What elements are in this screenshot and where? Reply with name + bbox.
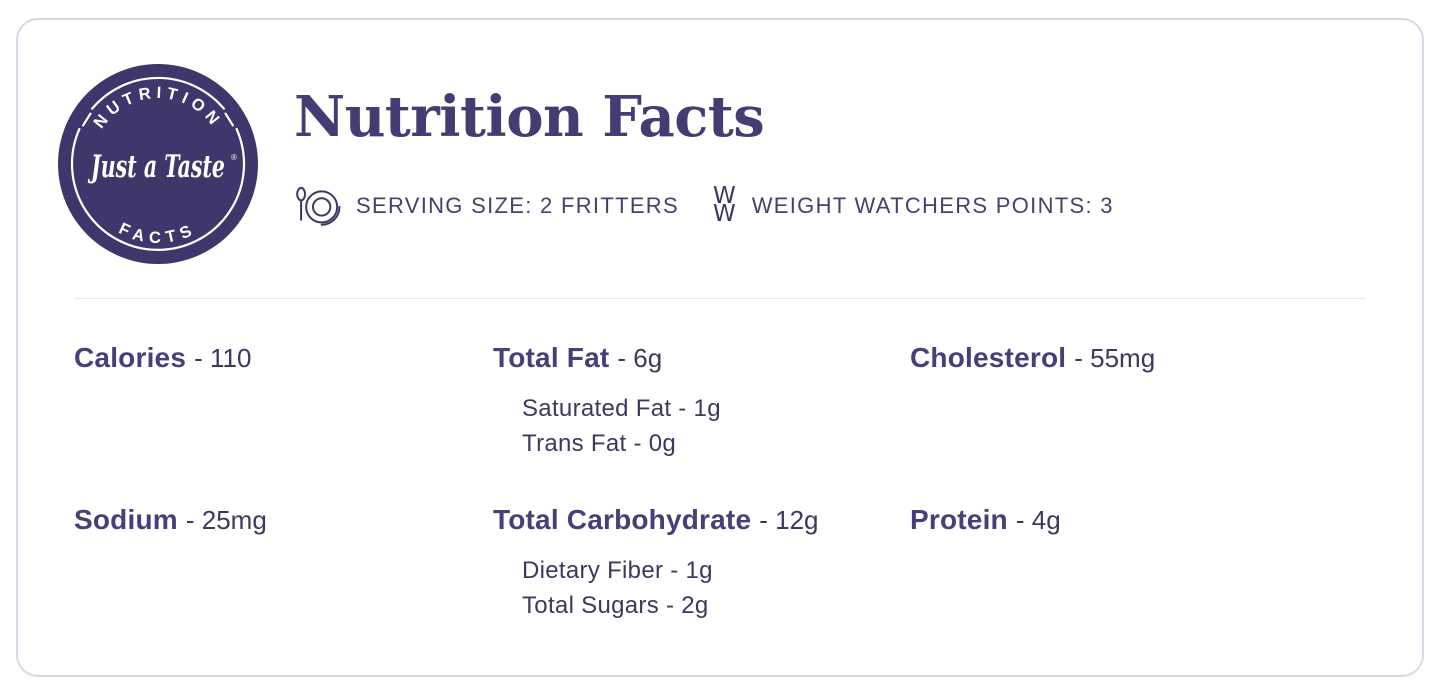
nutrient-line: Total Fat - 6g (493, 339, 910, 377)
nutrient-value: - 55mg (1074, 343, 1156, 373)
weight-watchers-icon: W W (712, 183, 736, 228)
nutrient-sub-item: Total Sugars - 2g (522, 592, 709, 619)
nutrient-sub-list: Saturated Fat - 1g Trans Fat - 0g (493, 391, 910, 461)
nutrient-cell-sodium: Sodium - 25mg (74, 501, 493, 623)
nutrient-value: - 25mg (185, 505, 267, 535)
logo-script-text: Just a Taste (88, 149, 225, 185)
nutrient-name: Cholesterol (910, 342, 1067, 373)
nutrition-grid: Calories - 110 Total Fat - 6g Saturated Fa… (74, 339, 1366, 623)
nutrient-value: - 110 (194, 343, 252, 373)
page-title: Nutrition Facts (294, 84, 765, 150)
nutrient-cell-total-carbohydrate: Total Carbohydrate - 12g Dietary Fiber - … (493, 501, 910, 623)
ww-top-letter: W (712, 183, 736, 210)
ww-bottom-letter: W (712, 201, 736, 228)
just-a-taste-badge-icon: NUTRITION Just a Taste ® FACTS (58, 64, 258, 264)
right-tick-icon (224, 112, 234, 127)
serving-size-icon (294, 185, 342, 227)
nutrient-name: Protein (910, 504, 1008, 535)
nutrient-cell-total-fat: Total Fat - 6g Saturated Fat - 1g Trans F… (493, 339, 910, 461)
nutrient-line: Sodium - 25mg (74, 501, 493, 539)
nutrient-value: - 6g (617, 343, 663, 373)
nutrient-name: Sodium (74, 504, 178, 535)
just-a-taste-logo: NUTRITION Just a Taste ® FACTS (58, 64, 258, 264)
nutrient-line: Total Carbohydrate - 12g (493, 501, 910, 539)
nutrient-cell-cholesterol: Cholesterol - 55mg (910, 339, 1366, 461)
nutrient-line: Protein - 4g (910, 501, 1366, 539)
weight-watchers-points-label: WEIGHT WATCHERS POINTS: 3 (751, 193, 1114, 219)
nutrient-name: Total Carbohydrate (493, 504, 752, 535)
header-right: Nutrition Facts SERVING SIZE: 2 FRITTERS… (294, 64, 1114, 227)
left-tick-icon (82, 112, 92, 127)
nutrient-sub-item: Trans Fat - 0g (522, 430, 677, 457)
nutrient-name: Calories (74, 342, 187, 373)
meta-row: SERVING SIZE: 2 FRITTERS W W WEIGHT WATC… (294, 185, 1114, 227)
divider (74, 298, 1366, 299)
nutrient-line: Cholesterol - 55mg (910, 339, 1366, 377)
nutrient-name: Total Fat (493, 342, 610, 373)
nutrient-cell-calories: Calories - 110 (74, 339, 493, 461)
nutrient-line: Calories - 110 (74, 339, 493, 377)
nutrient-cell-protein: Protein - 4g (910, 501, 1366, 623)
serving-size-label: SERVING SIZE: 2 FRITTERS (356, 193, 679, 219)
card-header: NUTRITION Just a Taste ® FACTS Nutrition… (58, 64, 1366, 264)
nutrient-value: - 4g (1015, 505, 1061, 535)
logo-trademark: ® (231, 153, 237, 162)
nutrient-sub-item: Dietary Fiber - 1g (522, 557, 713, 584)
nutrient-sub-item: Saturated Fat - 1g (522, 395, 721, 422)
nutrition-facts-card: NUTRITION Just a Taste ® FACTS Nutrition… (16, 18, 1424, 677)
nutrient-value: - 12g (759, 505, 819, 535)
page: { "logo": { "arc_top": "NUTRITION", "scr… (0, 18, 1440, 695)
nutrient-sub-list: Dietary Fiber - 1g Total Sugars - 2g (493, 553, 910, 623)
